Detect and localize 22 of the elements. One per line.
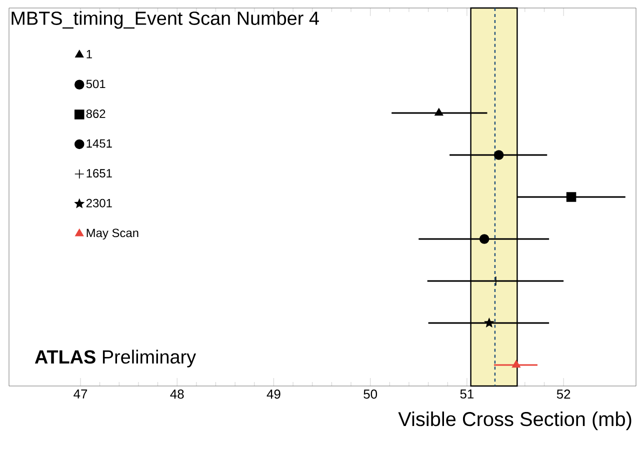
legend-label: 1651 bbox=[86, 169, 112, 178]
point bbox=[566, 192, 576, 202]
x-tick-label: 50 bbox=[364, 390, 378, 399]
point bbox=[484, 318, 494, 328]
x-tick-label: 52 bbox=[556, 390, 570, 399]
x-tick-label: 48 bbox=[170, 390, 184, 399]
x-tick-label: 47 bbox=[74, 390, 88, 398]
legend-label: 1 bbox=[86, 50, 92, 58]
point bbox=[494, 150, 504, 160]
point bbox=[434, 108, 444, 116]
x-tick-label: 51 bbox=[460, 390, 474, 399]
annotation: ATLAS Preliminary bbox=[34, 350, 196, 368]
legend-label: 501 bbox=[86, 80, 106, 88]
x-tick-label: 49 bbox=[266, 390, 280, 399]
legend-label: 1451 bbox=[86, 139, 112, 148]
chart-title: MBTS_timing_Event Scan Number 4 bbox=[12, 11, 319, 29]
x-axis-title: Visible Cross Section (mb) bbox=[398, 412, 632, 430]
legend-label: 2301 bbox=[86, 198, 112, 208]
legend-label: 862 bbox=[86, 110, 106, 118]
point bbox=[512, 360, 520, 368]
point bbox=[479, 234, 490, 244]
legend-label: May Scan bbox=[86, 228, 138, 240]
